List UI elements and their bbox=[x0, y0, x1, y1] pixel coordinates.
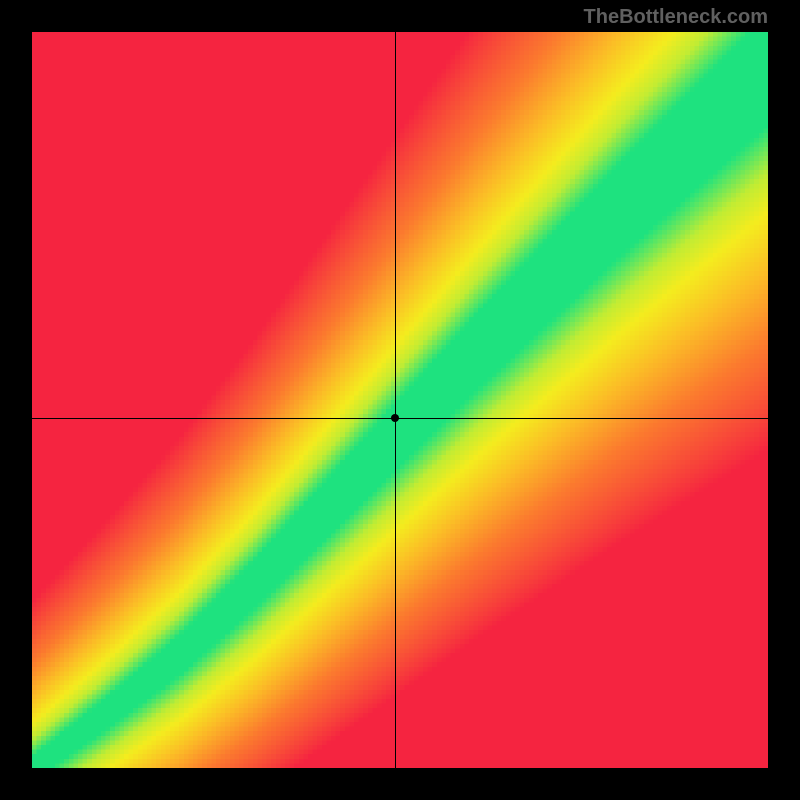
heatmap-plot bbox=[32, 32, 768, 768]
crosshair-vertical bbox=[395, 32, 396, 768]
watermark: TheBottleneck.com bbox=[584, 6, 768, 29]
crosshair-horizontal bbox=[32, 418, 768, 419]
heatmap-canvas bbox=[32, 32, 768, 768]
marker-dot bbox=[391, 414, 399, 422]
